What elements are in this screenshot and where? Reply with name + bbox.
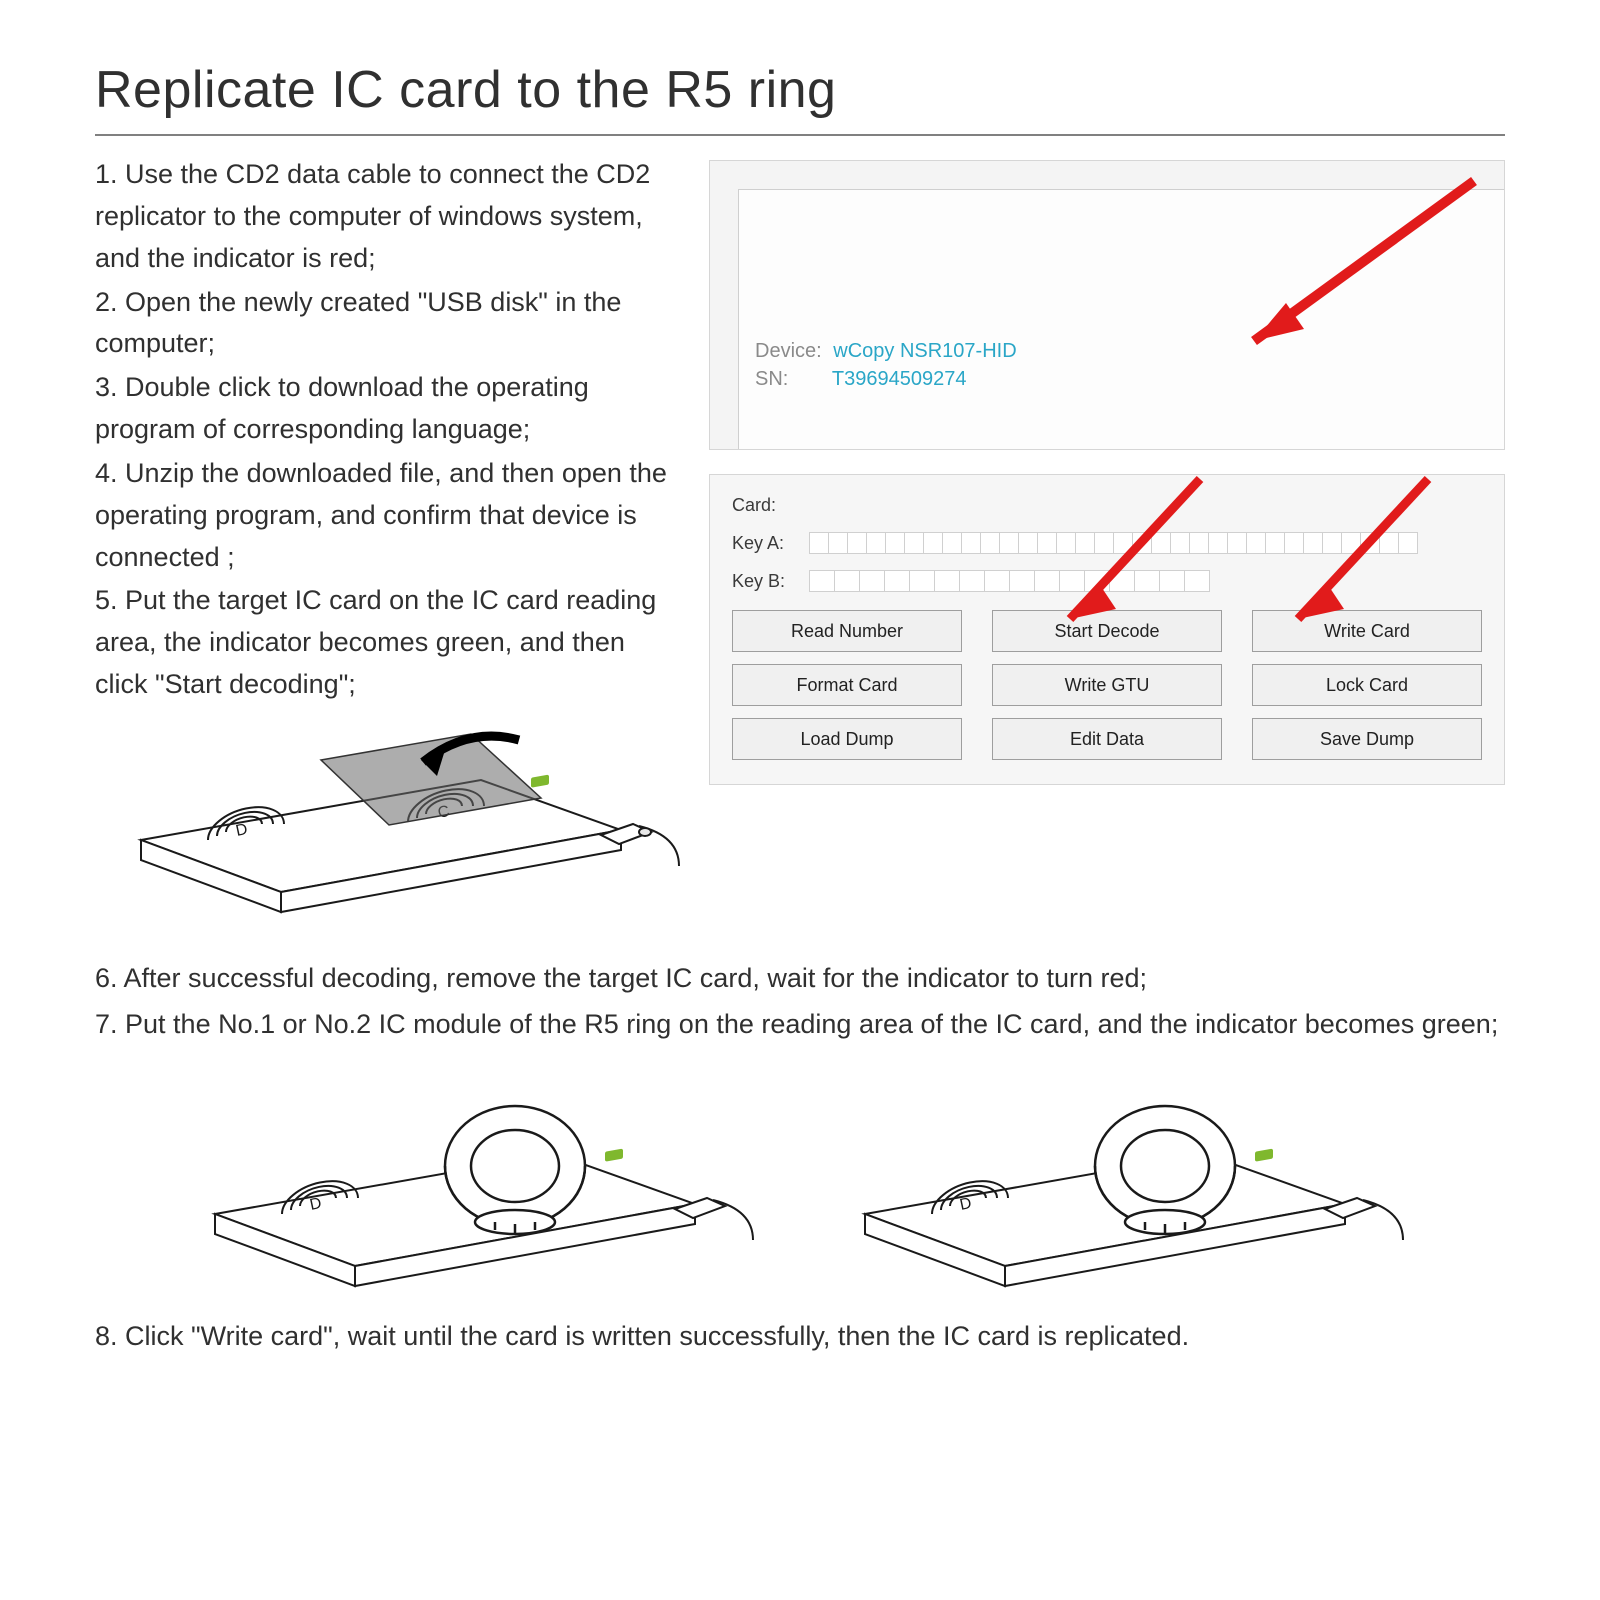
reader-with-card-illustration: D C: [121, 720, 681, 920]
edit-data-button[interactable]: Edit Data: [992, 718, 1222, 760]
keyb-cells: [810, 570, 1210, 592]
device-info-panel: Device: wCopy NSR107-HID SN: T3969450927…: [709, 160, 1505, 450]
save-dump-button[interactable]: Save Dump: [1252, 718, 1482, 760]
keya-label: Key A:: [732, 533, 810, 554]
sn-value: T39694509274: [832, 368, 967, 390]
start-decode-button[interactable]: Start Decode: [992, 610, 1222, 652]
load-dump-button[interactable]: Load Dump: [732, 718, 962, 760]
reader-with-ring-illustration: D монумент: [195, 1074, 755, 1294]
card-label: Card:: [732, 495, 810, 516]
step-1: 1. Use the CD2 data cable to connect the…: [95, 154, 681, 280]
keya-cells: [810, 532, 1418, 554]
step-6: 6. After successful decoding, remove the…: [95, 958, 1505, 1000]
lock-card-button[interactable]: Lock Card: [1252, 664, 1482, 706]
read-number-button[interactable]: Read Number: [732, 610, 962, 652]
step-7: 7. Put the No.1 or No.2 IC module of the…: [95, 1004, 1505, 1046]
step-3: 3. Double click to download the operatin…: [95, 367, 681, 451]
sn-label: SN:: [755, 368, 788, 390]
format-card-button[interactable]: Format Card: [732, 664, 962, 706]
title-divider: [95, 134, 1505, 136]
step-2: 2. Open the newly created "USB disk" in …: [95, 282, 681, 366]
write-card-button[interactable]: Write Card: [1252, 610, 1482, 652]
write-gtu-button[interactable]: Write GTU: [992, 664, 1222, 706]
step-8: 8. Click "Write card", wait until the ca…: [95, 1316, 1505, 1358]
step-5: 5. Put the target IC card on the IC card…: [95, 580, 681, 706]
card-form-panel: Card: Key A: Key B: Read Number Start Dec…: [709, 474, 1505, 785]
reader-with-ring-illustration: D: [845, 1074, 1405, 1294]
keyb-label: Key B:: [732, 571, 810, 592]
page-title: Replicate IC card to the R5 ring: [95, 60, 1505, 120]
device-value: wCopy NSR107-HID: [833, 340, 1016, 362]
step-4: 4. Unzip the downloaded file, and then o…: [95, 453, 681, 579]
device-label: Device:: [755, 340, 822, 362]
